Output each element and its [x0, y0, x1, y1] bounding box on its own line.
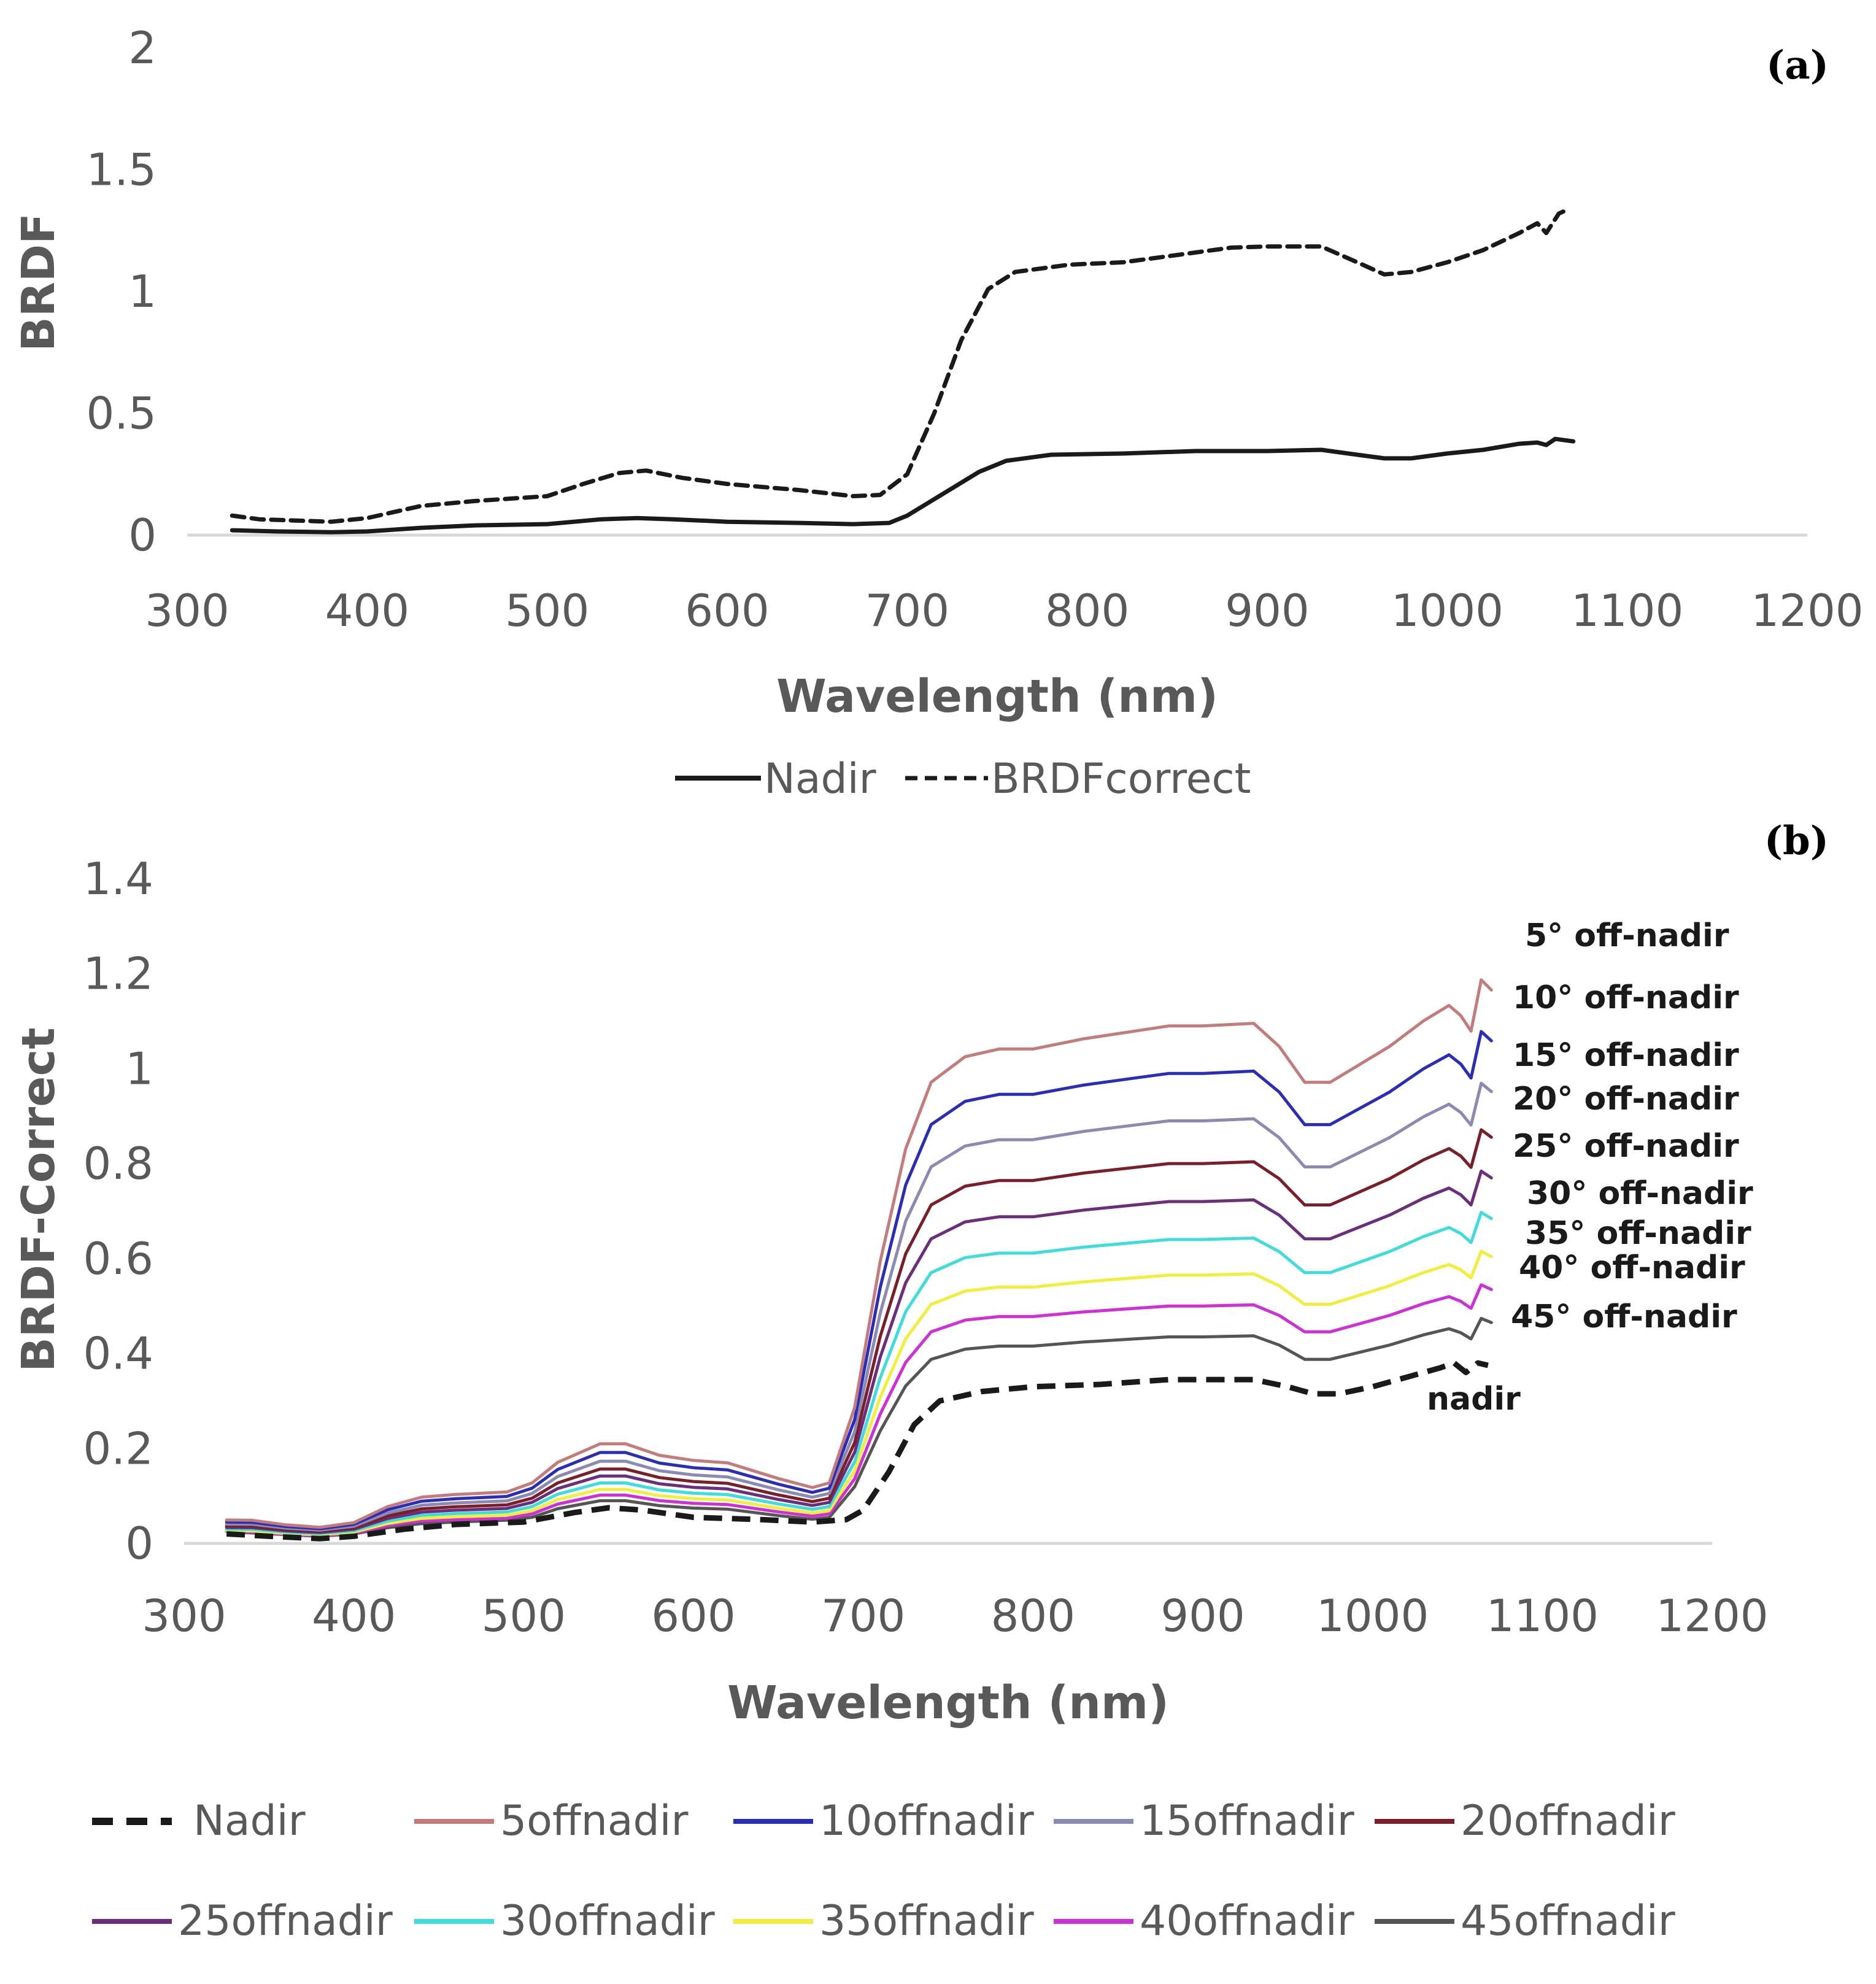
legend-a-brdfcorrect-label: BRDFcorrect [991, 755, 1251, 803]
annotation-nadir: nadir [1427, 1381, 1521, 1418]
legend-b-label-5offnadir: 5offnadir [500, 1797, 689, 1845]
panel-b-x-tick-label: 1200 [1656, 1590, 1768, 1642]
series-line-brdfcorrect [230, 206, 1572, 524]
panel-b-y-tick-label: 0.6 [83, 1233, 153, 1284]
panel-a-y-tick-label: 1.5 [86, 144, 156, 196]
legend-b-label-10offnadir: 10offnadir [819, 1797, 1034, 1845]
legend-b-label-45offnadir: 45offnadir [1461, 1897, 1675, 1945]
legend-b-label-25offnadir: 25offnadir [178, 1897, 393, 1945]
panel-b-y-tick-label: 1.2 [83, 948, 153, 1000]
panel-b-y-tick-label: 0 [125, 1518, 153, 1569]
panel-a-y-axis-title: BRDF [12, 213, 65, 351]
annotation-40offnadir: 40° off-nadir [1519, 1249, 1745, 1286]
panel-a-y-tick-label: 2 [128, 22, 156, 74]
panel-a-x-tick-label: 400 [325, 585, 409, 636]
annotation-35offnadir: 35° off-nadir [1525, 1215, 1751, 1252]
panel-a-y-tick-label: 0.5 [86, 388, 156, 439]
panel-a-y-ticks: 0 0.5 1 1.5 2 [86, 22, 156, 561]
legend-b-label-35offnadir: 35offnadir [819, 1897, 1034, 1945]
panel-b-x-ticks: 300 400 500 600 700 800 900 1000 1100 1200 [142, 1590, 1768, 1642]
legend-b-label-30offnadir: 30offnadir [500, 1897, 715, 1945]
panel-a-x-tick-label: 1000 [1391, 585, 1504, 636]
panel-b-x-tick-label: 1100 [1486, 1590, 1599, 1642]
panel-b-y-tick-label: 1.4 [83, 853, 153, 905]
panel-a-x-tick-label: 500 [505, 585, 589, 636]
series-line-nadir [230, 436, 1576, 535]
series-line-35offnadir [225, 1249, 1493, 1537]
panel-a-x-tick-label: 600 [685, 585, 769, 636]
panel-b-label: (b) [1764, 818, 1829, 864]
panel-a-x-tick-label: 1200 [1751, 585, 1863, 636]
annotation-20offnadir: 20° off-nadir [1513, 1081, 1739, 1117]
panel-a-x-tick-label: 1100 [1571, 585, 1683, 636]
panel-a-x-tick-label: 300 [145, 585, 229, 636]
panel-b-x-tick-label: 300 [142, 1590, 226, 1642]
panel-b-y-tick-label: 1 [125, 1043, 153, 1094]
panel-a-x-tick-label: 700 [865, 585, 949, 636]
panel-b-legend: Nadir 5offnadir 10offnadir 15offnadir 20offn… [92, 1797, 1675, 1945]
panel-a-series [230, 206, 1576, 535]
panel-a-label: (a) [1766, 42, 1829, 88]
panel-a-chart: (a) 0 0.5 1 1.5 2 300 400 500 600 700 800 900 1000 1… [12, 22, 1864, 803]
annotation-30offnadir: 30° off-nadir [1527, 1175, 1753, 1212]
series-line-10offnadir [225, 1030, 1493, 1530]
panel-a-x-tick-label: 800 [1045, 585, 1129, 636]
legend-b-label-15offnadir: 15offnadir [1140, 1797, 1354, 1845]
series-line-40offnadir [225, 1283, 1493, 1537]
annotation-45offnadir: 45° off-nadir [1511, 1299, 1737, 1335]
panel-b-x-tick-label: 600 [651, 1590, 735, 1642]
panel-b-y-tick-label: 0.8 [83, 1138, 153, 1189]
panel-b-y-tick-label: 0.2 [83, 1422, 153, 1474]
panel-a-x-ticks: 300 400 500 600 700 800 900 1000 1100 1200 [145, 585, 1863, 636]
panel-a-y-tick-label: 0 [128, 509, 156, 561]
series-line-nadir [226, 1360, 1489, 1542]
series-line-25offnadir [225, 1169, 1493, 1534]
legend-b-label-20offnadir: 20offnadir [1461, 1797, 1675, 1845]
panel-b-x-tick-label: 500 [482, 1590, 566, 1642]
panel-b-y-tick-label: 0.4 [83, 1328, 153, 1380]
panel-b-annotations: 5° off-nadir 10° off-nadir 15° off-nadir 20… [1511, 917, 1753, 1335]
panel-b-x-tick-label: 400 [312, 1590, 396, 1642]
panel-b-chart: (b) 0 0.2 0.4 0.6 0.8 1 1.2 1.4 300 400 500 600 700… [12, 818, 1829, 1945]
panel-b-x-axis-title: Wavelength (nm) [727, 1677, 1169, 1729]
panel-a-x-axis-title: Wavelength (nm) [776, 670, 1218, 723]
legend-b-label-Nadir: Nadir [193, 1797, 306, 1845]
panel-b-series [225, 978, 1493, 1542]
series-line-15offnadir [225, 1081, 1493, 1532]
panel-b-x-tick-label: 1000 [1316, 1590, 1429, 1642]
series-line-30offnadir [225, 1211, 1493, 1535]
annotation-5offnadir: 5° off-nadir [1525, 917, 1729, 954]
panel-a-y-tick-label: 1 [128, 266, 156, 317]
panel-b-x-tick-label: 700 [821, 1590, 905, 1642]
panel-b-y-axis-title: BRDF-Correct [12, 1027, 65, 1372]
annotation-10offnadir: 10° off-nadir [1513, 979, 1739, 1016]
series-line-45offnadir [225, 1317, 1493, 1538]
annotation-25offnadir: 25° off-nadir [1513, 1128, 1739, 1165]
series-line-5offnadir [225, 978, 1493, 1529]
series-line-20offnadir [225, 1128, 1493, 1533]
panel-b-x-tick-label: 800 [991, 1590, 1075, 1642]
legend-b-label-40offnadir: 40offnadir [1140, 1897, 1354, 1945]
panel-a-legend: Nadir BRDFcorrect [675, 755, 1251, 803]
panel-b-y-ticks: 0 0.2 0.4 0.6 0.8 1 1.2 1.4 [83, 853, 153, 1569]
annotation-15offnadir: 15° off-nadir [1513, 1037, 1739, 1074]
panel-b-x-tick-label: 900 [1160, 1590, 1245, 1642]
legend-a-nadir-label: Nadir [764, 755, 876, 803]
panel-a-x-tick-label: 900 [1225, 585, 1309, 636]
